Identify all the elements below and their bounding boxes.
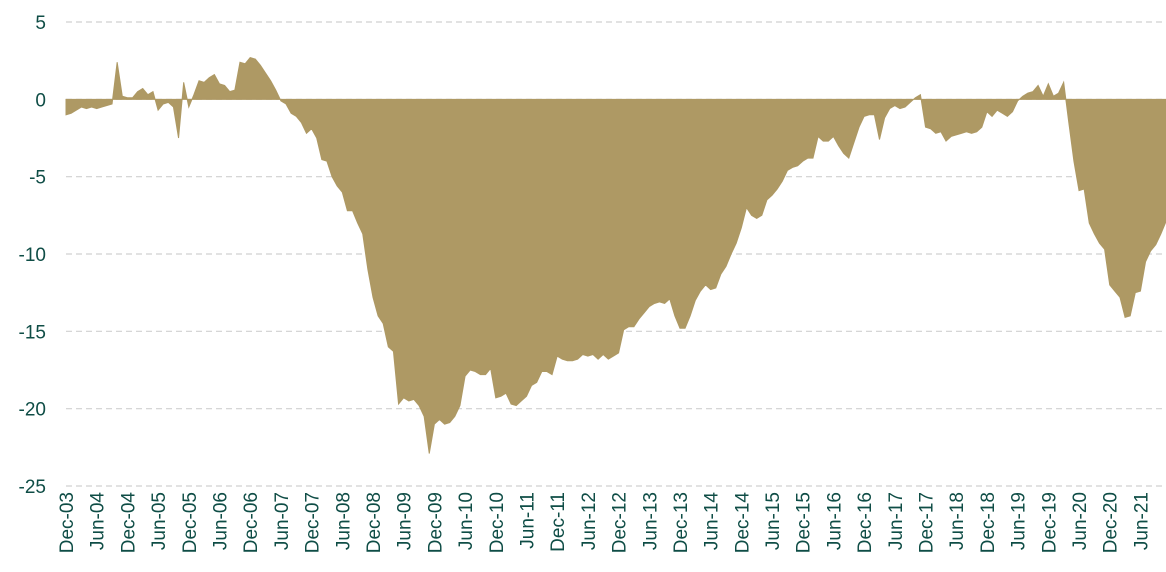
x-tick-label: Jun-10 bbox=[456, 492, 477, 550]
x-tick-label: Dec-20 bbox=[1101, 492, 1122, 553]
y-tick-label: -5 bbox=[29, 168, 46, 189]
x-tick-label: Dec-17 bbox=[917, 492, 938, 553]
x-tick-label: Dec-16 bbox=[855, 492, 876, 553]
y-tick-label: 5 bbox=[35, 13, 46, 34]
x-tick-label: Jun-05 bbox=[149, 492, 170, 550]
x-tick-label: Jun-14 bbox=[702, 492, 723, 551]
y-tick-label: -20 bbox=[19, 400, 46, 421]
y-tick-label: -25 bbox=[19, 477, 46, 498]
x-tick-label: Dec-11 bbox=[548, 492, 569, 552]
y-tick-label: -10 bbox=[19, 245, 46, 266]
y-tick-label: 0 bbox=[35, 90, 46, 111]
x-tick-label: Dec-15 bbox=[794, 492, 815, 553]
x-tick-label: Jun-09 bbox=[395, 492, 416, 550]
x-tick-label: Dec-03 bbox=[57, 492, 78, 553]
x-tick-label: Jun-19 bbox=[1009, 492, 1030, 550]
x-tick-label: Dec-10 bbox=[487, 492, 508, 553]
x-tick-label: Jun-12 bbox=[579, 492, 600, 550]
x-tick-label: Jun-06 bbox=[210, 492, 231, 550]
x-tick-label: Dec-19 bbox=[1039, 492, 1060, 553]
y-tick-label: -15 bbox=[19, 322, 46, 343]
x-tick-label: Dec-06 bbox=[241, 492, 262, 553]
area bbox=[65, 56, 1166, 454]
x-tick-label: Jun-21 bbox=[1131, 492, 1152, 550]
x-tick-label: Dec-18 bbox=[978, 492, 999, 553]
x-tick-label: Dec-14 bbox=[732, 492, 753, 554]
x-tick-label: Dec-12 bbox=[610, 492, 631, 553]
x-tick-label: Dec-08 bbox=[364, 492, 385, 553]
x-tick-label: Jun-15 bbox=[763, 492, 784, 550]
x-tick-label: Dec-04 bbox=[118, 492, 139, 554]
x-tick-label: Jun-20 bbox=[1070, 492, 1091, 550]
x-tick-label: Jun-17 bbox=[886, 492, 907, 550]
x-tick-label: Dec-07 bbox=[303, 492, 324, 553]
x-tick-label: Dec-13 bbox=[671, 492, 692, 553]
x-tick-label: Jun-13 bbox=[640, 492, 661, 550]
x-tick-label: Dec-05 bbox=[180, 492, 201, 553]
x-tick-label: Jun-18 bbox=[947, 492, 968, 550]
x-tick-label: Jun-07 bbox=[272, 492, 293, 550]
x-tick-label: Jun-08 bbox=[333, 492, 354, 550]
x-tick-label: Dec-09 bbox=[425, 492, 446, 553]
x-tick-label: Jun-04 bbox=[88, 492, 109, 551]
x-tick-label: Jun-11 bbox=[517, 492, 538, 549]
x-tick-label: Jun-16 bbox=[824, 492, 845, 550]
